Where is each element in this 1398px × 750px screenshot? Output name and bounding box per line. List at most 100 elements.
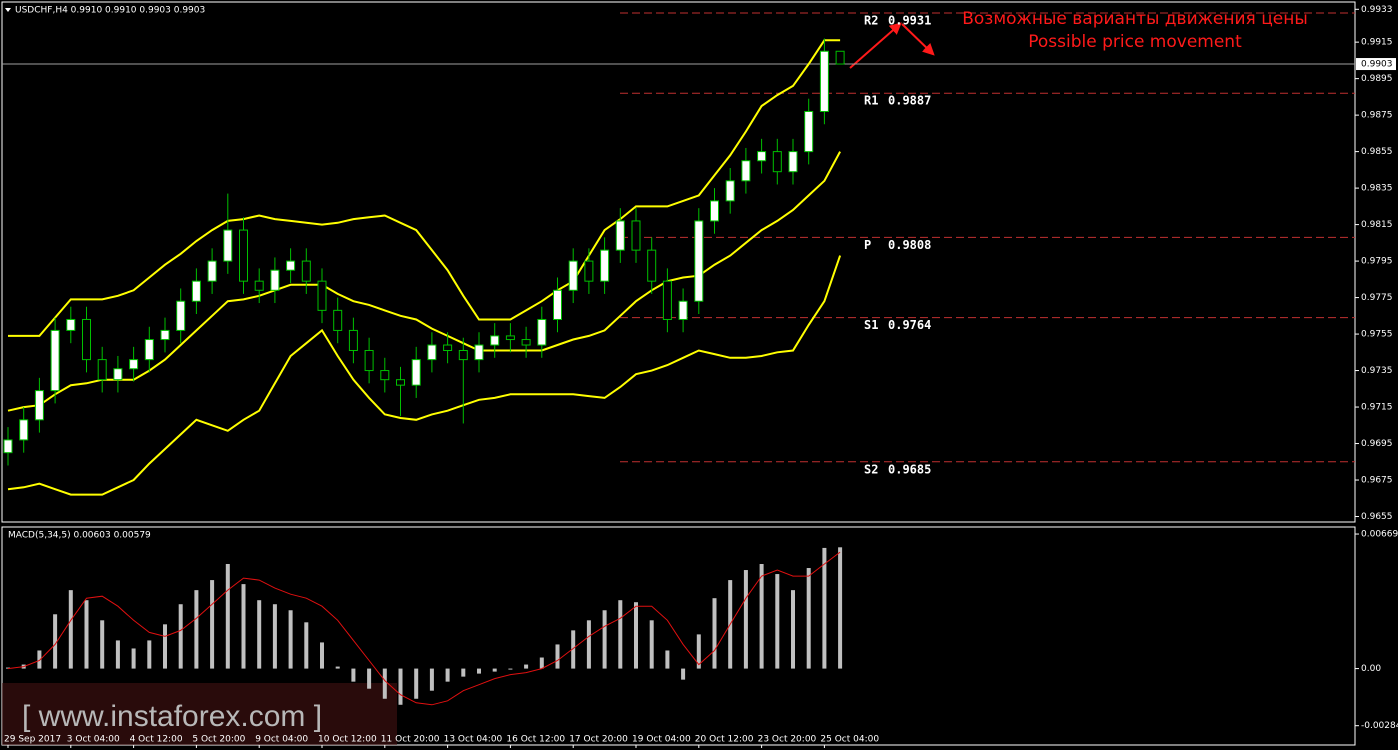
histogram-bar bbox=[367, 668, 372, 689]
histogram-bar bbox=[304, 622, 309, 669]
histogram-bar bbox=[806, 568, 811, 669]
candle-body bbox=[741, 160, 751, 182]
pivot-name: S1 bbox=[864, 318, 878, 332]
histogram-bar bbox=[351, 668, 356, 682]
x-tick-label: 19 Oct 04:00 bbox=[632, 735, 691, 745]
histogram-bar bbox=[445, 668, 450, 682]
candle-body bbox=[600, 249, 610, 282]
histogram-bar bbox=[100, 620, 105, 669]
histogram-bar bbox=[649, 620, 654, 669]
candle-body bbox=[694, 220, 704, 302]
candle-body bbox=[333, 309, 343, 331]
candle-body bbox=[348, 329, 358, 351]
histogram-bar bbox=[147, 640, 152, 669]
histogram-bar bbox=[288, 610, 293, 669]
y-tick-label: 0.9695 bbox=[1361, 439, 1393, 449]
candle-body bbox=[3, 439, 13, 454]
pivot-value: 0.9764 bbox=[888, 318, 931, 332]
histogram-bar bbox=[241, 584, 246, 669]
candle-body bbox=[521, 339, 531, 346]
candle-body bbox=[34, 390, 44, 421]
histogram-bar bbox=[712, 598, 717, 669]
y-tick-label: 0.00669 bbox=[1361, 530, 1398, 540]
histogram-bar bbox=[398, 668, 403, 705]
candle-body bbox=[411, 359, 421, 386]
candle-body bbox=[772, 151, 782, 173]
candle-body bbox=[239, 229, 248, 282]
x-tick-label: 16 Oct 12:00 bbox=[506, 735, 565, 745]
histogram-bar bbox=[571, 630, 576, 669]
candle-body bbox=[207, 260, 217, 282]
candle-body bbox=[427, 344, 437, 361]
x-tick-label: 20 Oct 12:00 bbox=[695, 735, 754, 745]
histogram-bar bbox=[586, 620, 591, 669]
band-lower bbox=[7, 255, 842, 496]
candle-body bbox=[129, 359, 139, 370]
candle-body bbox=[50, 329, 60, 392]
chart-title: USDCHF,H4 0.9910 0.9910 0.9903 0.9903 bbox=[15, 6, 205, 16]
y-tick-label: 0.9835 bbox=[1361, 184, 1393, 194]
histogram-bar bbox=[225, 564, 230, 669]
current-price-box bbox=[1356, 58, 1396, 71]
y-tick-label: 0.9895 bbox=[1361, 74, 1393, 84]
signal-line bbox=[7, 551, 841, 706]
candle-body bbox=[819, 50, 829, 112]
histogram-bar bbox=[53, 614, 58, 669]
candle-body bbox=[474, 344, 484, 361]
candle-body bbox=[286, 260, 296, 271]
histogram-bar bbox=[429, 668, 434, 691]
histogram-bar bbox=[555, 644, 560, 669]
candle-body bbox=[317, 280, 327, 311]
histogram-bar bbox=[634, 602, 638, 669]
y-tick-label: 0.9755 bbox=[1361, 330, 1393, 340]
pivot-value: 0.9808 bbox=[888, 238, 931, 252]
candle-body bbox=[458, 349, 468, 361]
y-tick-label: 0.9875 bbox=[1361, 111, 1393, 121]
pivot-name: S2 bbox=[864, 462, 878, 476]
y-tick-label: 0.9735 bbox=[1361, 366, 1393, 376]
y-tick-label: 0.00 bbox=[1361, 664, 1381, 674]
y-tick-label: 0.9715 bbox=[1361, 403, 1393, 413]
histogram-bar bbox=[759, 564, 764, 669]
candle-body bbox=[710, 200, 719, 222]
x-tick-label: 13 Oct 04:00 bbox=[444, 735, 503, 745]
annotation: Possible price movement bbox=[1028, 32, 1242, 52]
x-tick-label: 17 Oct 20:00 bbox=[569, 735, 628, 745]
histogram-bar bbox=[524, 664, 529, 669]
candle-body bbox=[757, 151, 767, 162]
histogram-bar bbox=[414, 668, 419, 699]
candle-body bbox=[678, 300, 688, 320]
candle-body bbox=[490, 335, 500, 346]
pivot-value: 0.9685 bbox=[888, 462, 931, 476]
candle-body bbox=[631, 220, 641, 251]
x-tick-label: 23 Oct 20:00 bbox=[758, 735, 817, 745]
y-tick-label: 0.9675 bbox=[1361, 476, 1393, 486]
watermark: [ www.instaforex.com ] bbox=[22, 700, 322, 733]
candle-body bbox=[144, 339, 154, 361]
candle-body bbox=[97, 359, 107, 381]
candle-body bbox=[160, 329, 170, 341]
histogram-bar bbox=[508, 668, 513, 670]
x-tick-label: 11 Oct 20:00 bbox=[381, 735, 440, 745]
histogram-bar bbox=[115, 640, 120, 669]
histogram-bar bbox=[178, 604, 183, 669]
histogram-bar bbox=[6, 667, 10, 669]
histogram-bar bbox=[743, 570, 748, 669]
annotation: Возможные варианты движения цены bbox=[962, 9, 1308, 29]
candle-body bbox=[835, 50, 845, 65]
candle-body bbox=[191, 280, 201, 302]
macd-panel bbox=[1, 526, 1356, 746]
candle-body bbox=[396, 379, 405, 386]
histogram-bar bbox=[681, 668, 686, 680]
candle-body bbox=[804, 110, 814, 153]
x-tick-label: 25 Oct 04:00 bbox=[820, 735, 879, 745]
menu-triangle bbox=[5, 8, 11, 12]
histogram-bar bbox=[37, 650, 42, 669]
x-tick-label: 4 Oct 12:00 bbox=[130, 735, 183, 745]
macd-title: MACD(5,34,5) 0.00603 0.00579 bbox=[8, 531, 151, 541]
candle-body bbox=[662, 280, 672, 320]
histogram-bar bbox=[492, 668, 497, 672]
histogram-bar bbox=[477, 668, 481, 674]
